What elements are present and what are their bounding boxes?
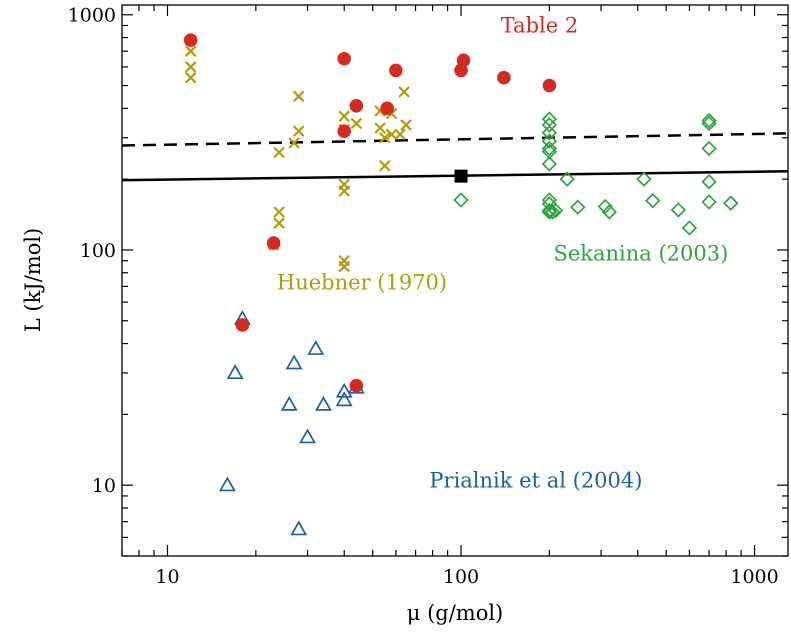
sekanina-point xyxy=(541,125,558,141)
huebner-point xyxy=(385,128,398,141)
huebner-point xyxy=(394,128,406,141)
sekanina-point xyxy=(547,202,564,219)
huebner-point xyxy=(398,86,410,98)
sekanina-point xyxy=(601,204,617,220)
axis-ticks: 10 100 1000 10 100 1000 xyxy=(68,5,788,588)
sekanina-point xyxy=(701,115,717,132)
table2-point xyxy=(389,63,403,78)
y-tick-label: 10 xyxy=(92,475,116,497)
prialnik-point xyxy=(335,391,353,407)
prialnik-point xyxy=(285,354,303,370)
sekanina-point xyxy=(541,204,558,220)
prialnik-point xyxy=(280,395,298,411)
y-tick-label: 100 xyxy=(80,240,116,262)
sekanina-point xyxy=(453,192,469,208)
sekanina-point xyxy=(670,202,687,218)
sekanina-point xyxy=(570,199,586,215)
y-axis-label: L (kJ/mol) xyxy=(21,228,45,333)
prialnik-point xyxy=(226,364,244,380)
annotation-sekanina: Sekanina (2003) xyxy=(553,242,728,266)
huebner-point xyxy=(292,125,305,137)
table2-point xyxy=(380,101,394,116)
sekanina-point xyxy=(681,220,698,236)
prialnik-point xyxy=(299,428,316,444)
sekanina-point xyxy=(541,140,558,157)
table2-point xyxy=(456,53,471,68)
huebner-point xyxy=(379,131,391,144)
plot-frame xyxy=(121,4,789,557)
table2-point xyxy=(337,124,351,138)
sekanina-point xyxy=(701,194,717,210)
sekanina-point xyxy=(645,192,661,209)
x-tick-label: 1000 xyxy=(730,566,778,588)
sekanina-point xyxy=(544,204,561,220)
huebner-point xyxy=(184,61,197,73)
x-tick-label: 10 xyxy=(155,566,179,588)
huebner-point xyxy=(273,206,285,218)
annotation-table2: Table 2 xyxy=(501,14,579,38)
x-axis-label: μ (g/mol) xyxy=(407,601,504,625)
huebner-point xyxy=(273,146,285,159)
sekanina-point xyxy=(723,195,739,211)
huebner-point xyxy=(374,122,386,134)
table2-point xyxy=(266,236,281,250)
annotation-prialnik: Prialnik et al (2004) xyxy=(429,468,642,492)
huebner-point xyxy=(338,185,350,197)
huebner-point xyxy=(273,217,285,229)
huebner-point xyxy=(338,110,350,123)
table2-point xyxy=(235,318,250,332)
highlight-square-point xyxy=(454,169,468,183)
sekanina-point xyxy=(597,198,613,215)
annotation-huebner: Huebner (1970) xyxy=(277,270,447,294)
table2-point xyxy=(349,99,364,113)
huebner-point xyxy=(350,117,363,130)
table2-point xyxy=(337,51,351,66)
x-tick-label: 100 xyxy=(443,566,479,588)
prialnik-point xyxy=(218,476,236,492)
prialnik-point xyxy=(315,395,332,411)
prialnik-point xyxy=(335,382,353,398)
huebner-point xyxy=(292,90,305,103)
sekanina-point xyxy=(701,112,717,129)
fit-line-dashed xyxy=(121,132,789,147)
huebner-point xyxy=(379,159,391,172)
prialnik-point xyxy=(307,340,325,355)
data-points xyxy=(183,33,739,536)
sekanina-point xyxy=(559,171,575,187)
sekanina-point xyxy=(701,174,717,190)
prialnik-point xyxy=(290,520,308,536)
sekanina-point xyxy=(541,202,558,219)
huebner-point xyxy=(184,71,197,84)
sekanina-point xyxy=(701,140,717,157)
sekanina-point xyxy=(541,156,558,172)
table2-point xyxy=(542,78,557,93)
sekanina-point xyxy=(541,117,558,133)
series-annotations: Table 2 Huebner (1970) Sekanina (2003) Pria… xyxy=(277,14,728,493)
huebner-point xyxy=(288,137,300,149)
table2-point xyxy=(497,70,511,85)
huebner-point xyxy=(184,45,197,57)
table2-point xyxy=(183,33,198,47)
huebner-point xyxy=(338,260,350,273)
sekanina-point xyxy=(541,133,558,149)
huebner-point xyxy=(400,119,412,131)
y-tick-label: 1000 xyxy=(68,5,116,27)
table2-point xyxy=(349,378,364,393)
sekanina-point xyxy=(636,171,652,187)
